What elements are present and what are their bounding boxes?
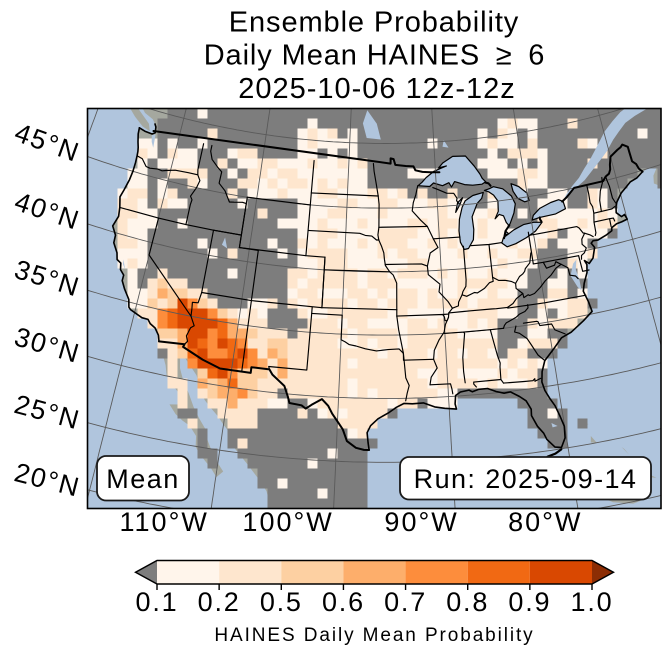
svg-text:110°W: 110°W [120, 507, 209, 537]
svg-text:HAINES Daily Mean Probability: HAINES Daily Mean Probability [214, 625, 534, 646]
svg-text:Daily Mean HAINES ≥ 6: Daily Mean HAINES ≥ 6 [204, 40, 546, 72]
svg-text:80°W: 80°W [508, 507, 582, 537]
svg-text:1.0: 1.0 [571, 587, 614, 617]
svg-text:Run: 2025-09-14: Run: 2025-09-14 [414, 464, 638, 494]
svg-text:2025-10-06 12z-12z: 2025-10-06 12z-12z [238, 73, 516, 105]
svg-text:0.8: 0.8 [446, 587, 489, 617]
svg-text:0.5: 0.5 [260, 587, 303, 617]
svg-text:0.1: 0.1 [136, 587, 179, 617]
svg-text:Mean: Mean [106, 464, 180, 494]
svg-text:Ensemble Probability: Ensemble Probability [229, 6, 519, 38]
svg-text:100°W: 100°W [242, 507, 333, 537]
svg-text:0.2: 0.2 [198, 587, 241, 617]
svg-text:90°W: 90°W [384, 507, 458, 537]
svg-text:0.7: 0.7 [384, 587, 427, 617]
svg-text:0.9: 0.9 [508, 587, 551, 617]
svg-text:0.6: 0.6 [322, 587, 365, 617]
